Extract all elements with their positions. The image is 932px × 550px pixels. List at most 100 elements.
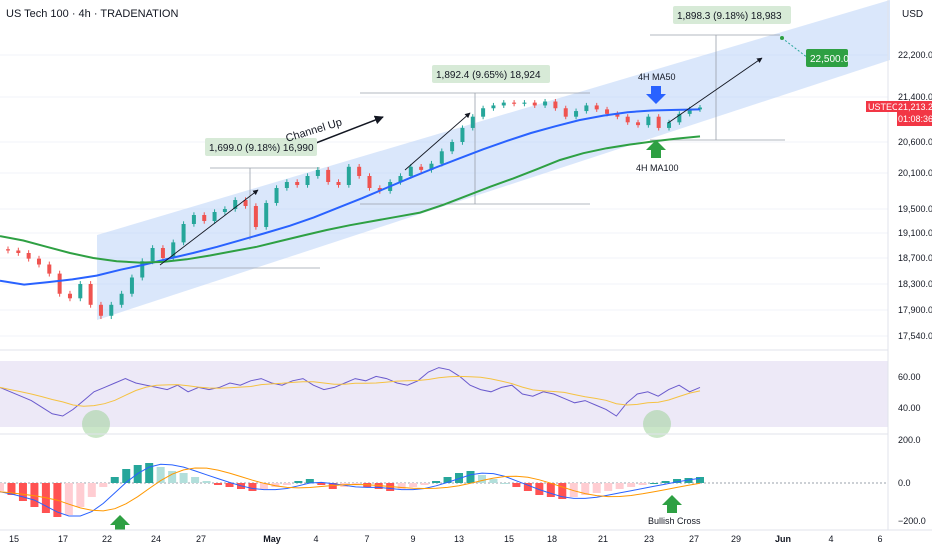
time-tick-label: Jun: [775, 534, 791, 544]
time-tick-label: 4: [828, 534, 833, 544]
macd-hist-bar: [661, 481, 670, 483]
macd-hist-bar: [500, 483, 509, 484]
price-tick-label: 22,200.0: [898, 50, 932, 60]
ma100-line: [0, 135, 701, 264]
rsi-low-marker-left: [82, 410, 110, 438]
price-tick-label: 21,400.0: [898, 92, 932, 102]
candle-body: [6, 249, 10, 251]
macd-cross-arrow-icon: [110, 515, 130, 530]
measured-move-1-label: 1,699.0 (9.18%) 16,990: [209, 143, 314, 154]
macd-hist-bar: [305, 479, 314, 483]
candle-body: [419, 166, 424, 170]
ticker-countdown: 01:08:36: [898, 114, 932, 124]
candle-body: [295, 182, 300, 185]
candle-body: [78, 284, 83, 299]
macd-tick-label: −200.0: [898, 516, 926, 526]
candlestick-series: [6, 98, 702, 320]
macd-hist-bar: [615, 483, 624, 489]
time-tick-label: 23: [644, 534, 654, 544]
bullish-cross-arrow-icon: [662, 495, 682, 513]
candle-body: [470, 116, 475, 128]
ticker-symbol-bg: [866, 101, 906, 112]
macd-hist-bar: [294, 481, 303, 483]
macd-hist-bar: [409, 483, 418, 487]
macd-hist-bar: [248, 483, 257, 491]
price-tick-label: 17,540.0: [898, 331, 932, 341]
macd-hist-bar: [512, 483, 521, 487]
price-tick-label: 20,100.0: [898, 168, 932, 178]
macd-hist-bar: [259, 483, 268, 489]
macd-hist-bar: [432, 481, 441, 483]
price-tick-label: 18,700.0: [898, 253, 932, 263]
time-tick-label: 22: [102, 534, 112, 544]
price-tick-label: 18,300.0: [898, 279, 932, 289]
candle-body: [687, 109, 692, 114]
candle-body: [636, 122, 641, 126]
candle-body: [656, 116, 661, 128]
channel-up-band: [97, 0, 890, 320]
macd-hist-bar: [489, 479, 498, 483]
time-tick-label: 29: [731, 534, 741, 544]
macd-hist-bar: [523, 483, 532, 491]
time-tick-label: 27: [196, 534, 206, 544]
candle-body: [625, 116, 630, 123]
time-tick-label: 13: [454, 534, 464, 544]
candle-body: [171, 242, 176, 258]
candle-body: [336, 182, 341, 185]
candle-body: [212, 212, 217, 221]
candle-body: [26, 253, 31, 259]
macd-hist-bar: [558, 483, 567, 499]
ticker-tag: USTEC 21,213.2 01:08:36: [866, 101, 932, 126]
candle-body: [677, 113, 682, 123]
candle-body: [408, 166, 413, 176]
time-tick-label: 6: [877, 534, 882, 544]
candle-body: [563, 108, 568, 117]
candle-body: [450, 142, 455, 152]
candle-body: [315, 169, 320, 176]
time-tick-label: 27: [689, 534, 699, 544]
time-tick-label: 17: [58, 534, 68, 544]
macd-hist-bar: [0, 483, 4, 491]
time-tick-label: 15: [504, 534, 514, 544]
macd-hist-bar: [30, 483, 39, 507]
candle-body: [160, 248, 165, 258]
macd-hist-bar: [282, 483, 291, 485]
price-tick-label: 20,600.0: [898, 137, 932, 147]
candle-body: [16, 250, 21, 253]
macd-hist-bar: [592, 483, 601, 493]
candle-body: [512, 102, 517, 104]
candle-body: [429, 163, 434, 170]
macd-tick-label: 0.0: [898, 478, 911, 488]
trend-arrow: [159, 189, 259, 266]
ticker-price: 21,213.2: [898, 102, 932, 112]
macd-hist-bar: [386, 483, 395, 491]
macd-hist-bar: [179, 473, 188, 483]
candle-body: [264, 203, 269, 227]
macd-hist-bar: [76, 483, 85, 507]
candle-body: [553, 101, 558, 109]
candle-body: [191, 215, 196, 224]
measured-move-2-label-bg: [432, 65, 550, 83]
time-axis[interactable]: 15 17 22 24 27 May 4 7 9 13 15 18 21 23 27 29 Jun 4 6: [9, 534, 883, 544]
candle-body: [222, 209, 227, 212]
candle-body: [119, 293, 124, 305]
price-axis[interactable]: 22,200.0 21,400.0 20,600.0 20,100.0 19,500.0…: [898, 50, 932, 526]
candle-body: [202, 215, 207, 221]
trend-arrow: [404, 112, 471, 171]
macd-hist-bar: [18, 483, 27, 501]
macd-hist-bar: [168, 471, 177, 483]
candle-body: [305, 176, 310, 185]
macd-hist-bar: [627, 483, 636, 487]
time-tick-label: May: [263, 534, 281, 544]
measured-move-lines: [160, 34, 785, 269]
candle-body: [522, 102, 527, 104]
ma50-label: 4H MA50: [638, 72, 676, 82]
bullish-cross-label: Bullish Cross: [648, 516, 701, 526]
candle-body: [140, 261, 145, 278]
candle-body: [398, 176, 403, 182]
price-tick-label: 17,900.0: [898, 305, 932, 315]
candle-body: [367, 176, 372, 188]
ticker-symbol: USTEC: [868, 102, 899, 112]
candle-body: [47, 264, 52, 274]
